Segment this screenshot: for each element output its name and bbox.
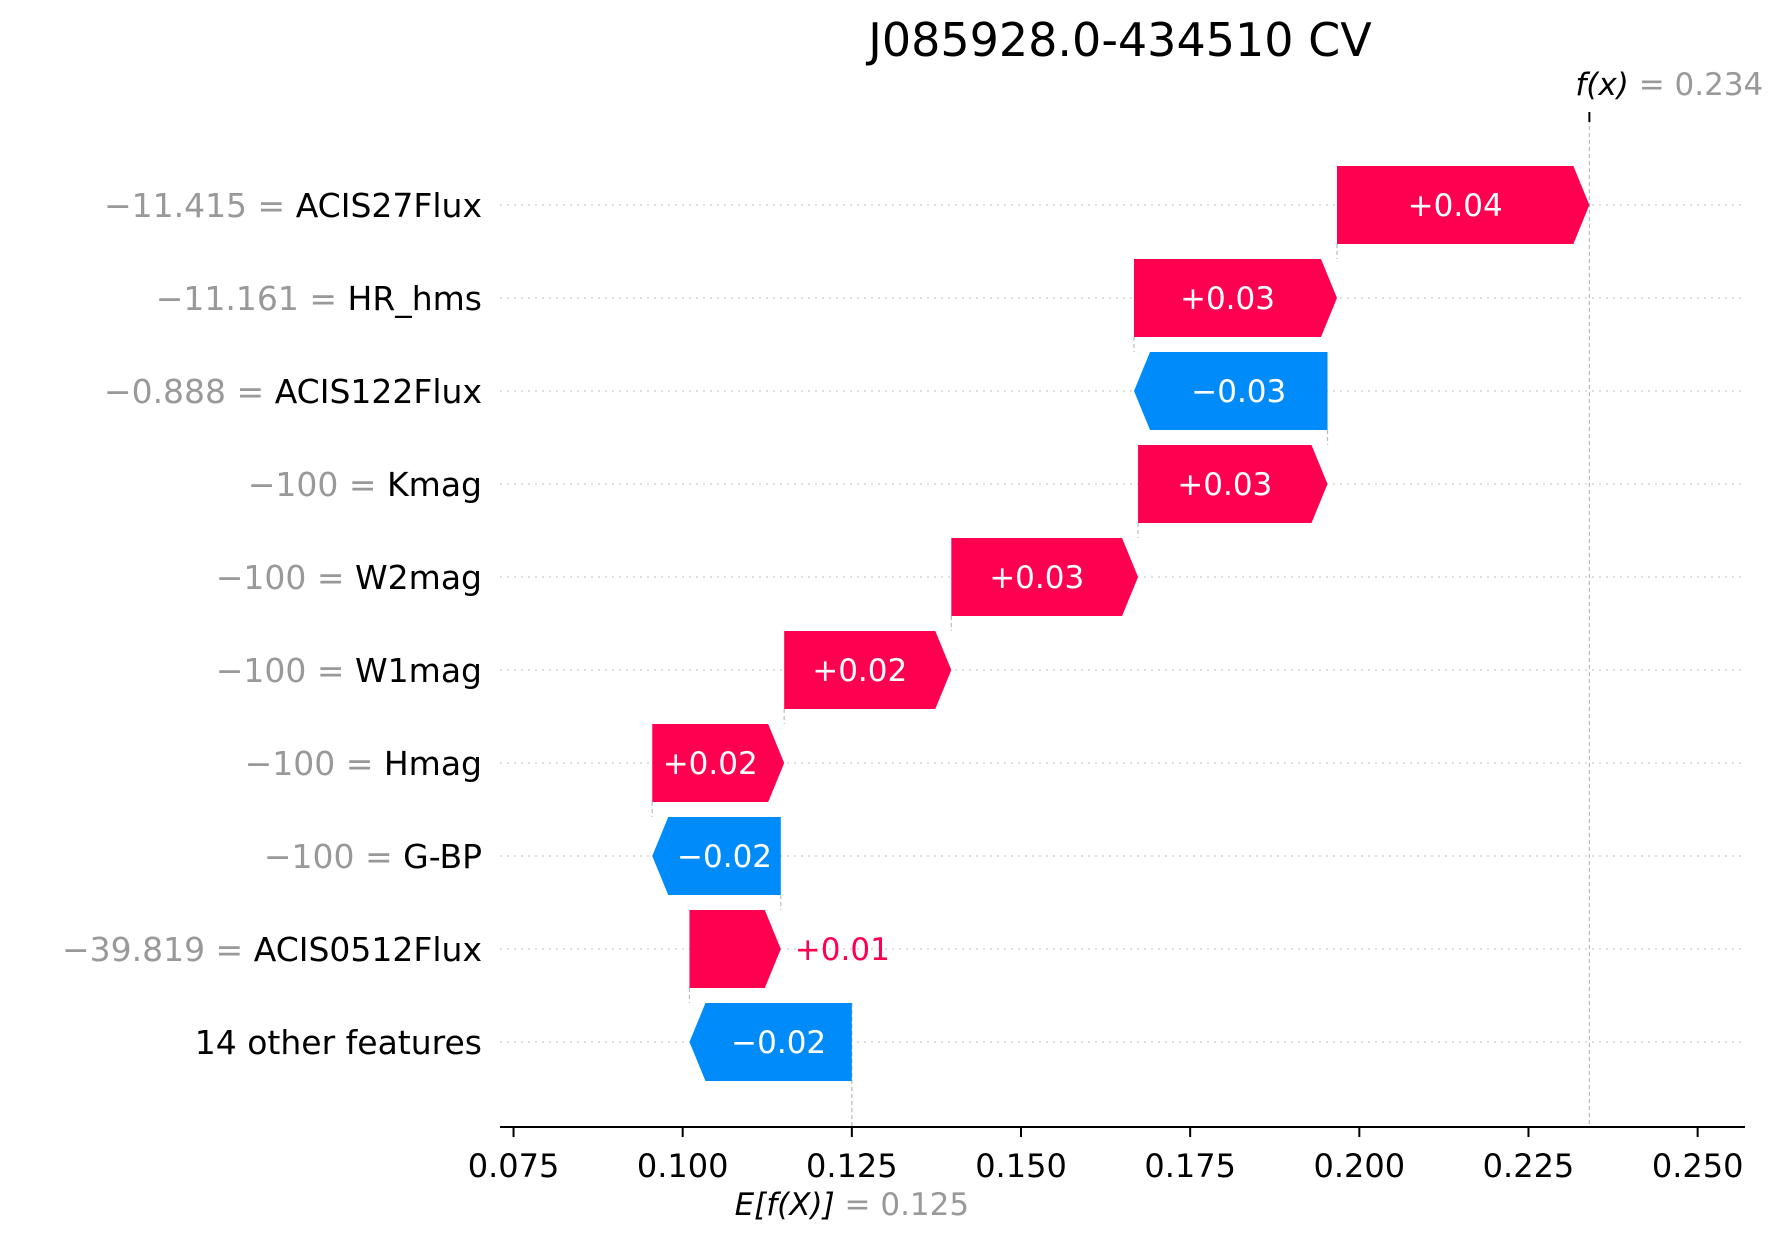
feature-label: −11.161 = HR_hms xyxy=(156,279,482,318)
bar-value-label: +0.03 xyxy=(989,560,1084,596)
feature-label: −39.819 = ACIS0512Flux xyxy=(62,930,482,969)
bar-value-label: +0.03 xyxy=(1177,467,1272,503)
bar-8 xyxy=(652,817,781,895)
bar-7 xyxy=(652,724,785,802)
bar-9 xyxy=(689,910,781,988)
row-gridlines xyxy=(500,204,1745,1043)
bar-6 xyxy=(784,631,952,709)
feature-label: −100 = W2mag xyxy=(216,558,482,597)
x-tick-label: 0.225 xyxy=(1483,1147,1575,1185)
bar-connectors xyxy=(651,244,1338,1003)
x-tick-label: 0.075 xyxy=(468,1147,560,1185)
bar-2 xyxy=(1134,259,1337,337)
bar-value-label: +0.04 xyxy=(1408,188,1503,224)
feature-label: −100 = W1mag xyxy=(216,651,482,690)
bar-3 xyxy=(1134,352,1328,430)
feature-label: −0.888 = ACIS122Flux xyxy=(104,372,482,411)
bar-value-label: +0.02 xyxy=(663,746,758,782)
bar-5 xyxy=(951,538,1139,616)
reference-lines xyxy=(851,112,1591,1127)
x-tick-label: 0.100 xyxy=(637,1147,729,1185)
bar-4 xyxy=(1138,445,1328,523)
feature-label: −100 = Kmag xyxy=(248,465,482,504)
value-annotations: E[f(X)] = 0.125 f(x) = 0.234 xyxy=(735,67,1764,1223)
bar-1 xyxy=(1336,166,1590,244)
feature-labels: −11.415 = ACIS27Flux −11.161 = HR_hms −0.8… xyxy=(62,186,482,1062)
x-tick-label: 0.250 xyxy=(1652,1147,1744,1185)
feature-label: −100 = Hmag xyxy=(245,744,482,783)
bar-10 xyxy=(689,1003,852,1081)
bar-value-label: −0.02 xyxy=(677,839,772,875)
x-tick-label: 0.175 xyxy=(1144,1147,1236,1185)
x-tick-label: 0.200 xyxy=(1314,1147,1406,1185)
feature-label: 14 other features xyxy=(195,1023,482,1062)
output-value-annotation: f(x) = 0.234 xyxy=(1575,67,1763,103)
x-tick-label: 0.150 xyxy=(975,1147,1067,1185)
chart-title: J085928.0-434510 CV xyxy=(865,13,1372,67)
x-tick-label: 0.125 xyxy=(806,1147,898,1185)
bar-value-label: −0.03 xyxy=(1191,374,1286,410)
feature-label: −11.415 = ACIS27Flux xyxy=(104,186,482,225)
x-axis: 0.075 0.100 0.125 0.150 0.175 0.200 0.225 0.250 xyxy=(468,1126,1745,1185)
base-value-annotation: E[f(X)] = 0.125 xyxy=(735,1187,970,1223)
bar-value-label: +0.03 xyxy=(1180,281,1275,317)
bar-value-label: −0.02 xyxy=(731,1025,826,1061)
bar-value-label: +0.02 xyxy=(812,653,907,689)
bar-value-label: +0.01 xyxy=(795,932,890,968)
bars: +0.04 +0.03 −0.03 +0.03 +0.03 +0.02 +0.02 −0.02… xyxy=(652,166,1590,1081)
feature-label: −100 = G-BP xyxy=(264,837,482,876)
